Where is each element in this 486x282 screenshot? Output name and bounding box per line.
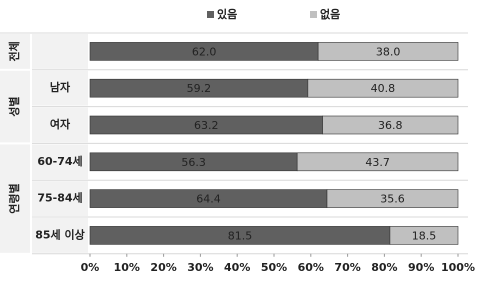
x-tick-label: 60% xyxy=(298,261,324,274)
category-label: 남자 xyxy=(50,80,71,94)
x-tick-label: 20% xyxy=(150,261,176,274)
group-label: 전체 xyxy=(7,41,21,61)
category-band xyxy=(32,181,88,216)
value-label: 56.3 xyxy=(181,156,206,169)
value-label: 81.5 xyxy=(228,229,253,242)
value-label: 35.6 xyxy=(380,193,405,206)
group-band xyxy=(0,70,30,143)
legend-label: 있음 xyxy=(217,8,237,21)
value-label: 38.0 xyxy=(376,45,401,58)
bar-segment xyxy=(307,78,459,98)
group-label: 성별 xyxy=(7,96,21,116)
category-label: 여자 xyxy=(50,117,71,131)
category-band xyxy=(32,218,88,253)
x-tick-label: 90% xyxy=(408,261,434,274)
value-label: 62.0 xyxy=(192,45,217,58)
value-label: 18.5 xyxy=(412,229,437,242)
group-band xyxy=(0,34,30,69)
value-label: 43.7 xyxy=(365,156,390,169)
bar-segment xyxy=(389,226,459,245)
legend-label: 없음 xyxy=(320,8,340,21)
category-band xyxy=(32,144,88,180)
value-label: 59.2 xyxy=(187,82,212,95)
group-label: 연령별 xyxy=(7,183,21,213)
x-tick-label: 80% xyxy=(371,261,397,274)
bar-segment xyxy=(322,115,459,135)
bar-segment xyxy=(296,152,459,172)
bar-segment xyxy=(317,42,459,61)
x-tick-label: 100% xyxy=(441,261,475,274)
x-tick-label: 30% xyxy=(187,261,213,274)
x-tick-label: 70% xyxy=(334,261,360,274)
legend-swatch xyxy=(310,11,317,18)
value-label: 40.8 xyxy=(371,82,396,95)
x-tick-label: 10% xyxy=(114,261,140,274)
value-label: 64.4 xyxy=(196,193,221,206)
value-label: 36.8 xyxy=(378,119,403,132)
x-tick-label: 40% xyxy=(224,261,250,274)
category-band xyxy=(32,107,88,143)
value-label: 63.2 xyxy=(194,119,219,132)
x-tick-label: 50% xyxy=(261,261,287,274)
category-band xyxy=(32,70,88,106)
category-label: 75-84세 xyxy=(37,191,82,205)
category-label: 60-74세 xyxy=(37,154,82,168)
category-band xyxy=(32,34,88,69)
x-tick-label: 0% xyxy=(81,261,100,274)
category-label: 85세 이상 xyxy=(35,227,85,241)
legend-swatch xyxy=(207,11,214,18)
bar-segment xyxy=(326,189,459,208)
group-band xyxy=(0,144,30,253)
